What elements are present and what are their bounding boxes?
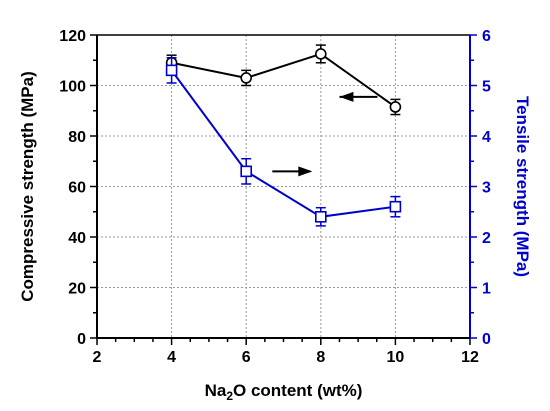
data-point-square: [165, 64, 178, 77]
y-right-tick-label: 6: [482, 28, 491, 45]
x-tick-label: 8: [316, 349, 325, 366]
x-tick-label: 2: [93, 349, 102, 366]
y-left-tick-label: 60: [68, 180, 86, 197]
y-right-tick-label: 5: [482, 79, 491, 96]
y-right-tick-label: 4: [482, 129, 491, 146]
series-line-square: [170, 69, 396, 218]
series-line-circle: [171, 52, 396, 108]
series-layer: [165, 44, 402, 227]
y-left-axis-title: Compressive strength (MPa): [18, 71, 37, 302]
y-left-tick-label: 80: [68, 129, 86, 146]
data-point-circle: [389, 101, 402, 113]
y-left-tick-label: 0: [77, 331, 86, 348]
data-point-square: [240, 165, 252, 178]
data-point-circle: [240, 72, 252, 84]
x-tick-label: 4: [167, 349, 176, 366]
y-left-tick-label: 100: [59, 79, 86, 96]
data-point-circle: [314, 48, 327, 60]
y-left-tick-label: 120: [59, 28, 86, 45]
x-axis-title: Na2O content (wt%): [205, 381, 363, 403]
arrow-head: [298, 166, 313, 177]
data-point-square: [314, 211, 327, 223]
axes: [90, 34, 477, 345]
y-right-tick-label: 3: [482, 180, 491, 197]
x-tick-label: 6: [242, 349, 251, 366]
y-right-tick-label: 1: [482, 281, 491, 298]
arrow-head: [339, 91, 354, 102]
y-left-tick-label: 20: [68, 281, 86, 298]
x-tick-label: 12: [461, 349, 479, 366]
arrow-right-icon: [272, 166, 313, 177]
x-tick-label: 10: [387, 349, 405, 366]
y-left-tick-label: 40: [68, 230, 86, 247]
arrow-left-icon: [339, 91, 378, 102]
data-point-square: [389, 200, 402, 213]
grid: [97, 35, 470, 338]
y-right-axis-title: Tensile strength (MPa): [513, 96, 532, 277]
y-right-tick-label: 0: [482, 331, 491, 348]
y-right-tick-label: 2: [482, 230, 491, 247]
